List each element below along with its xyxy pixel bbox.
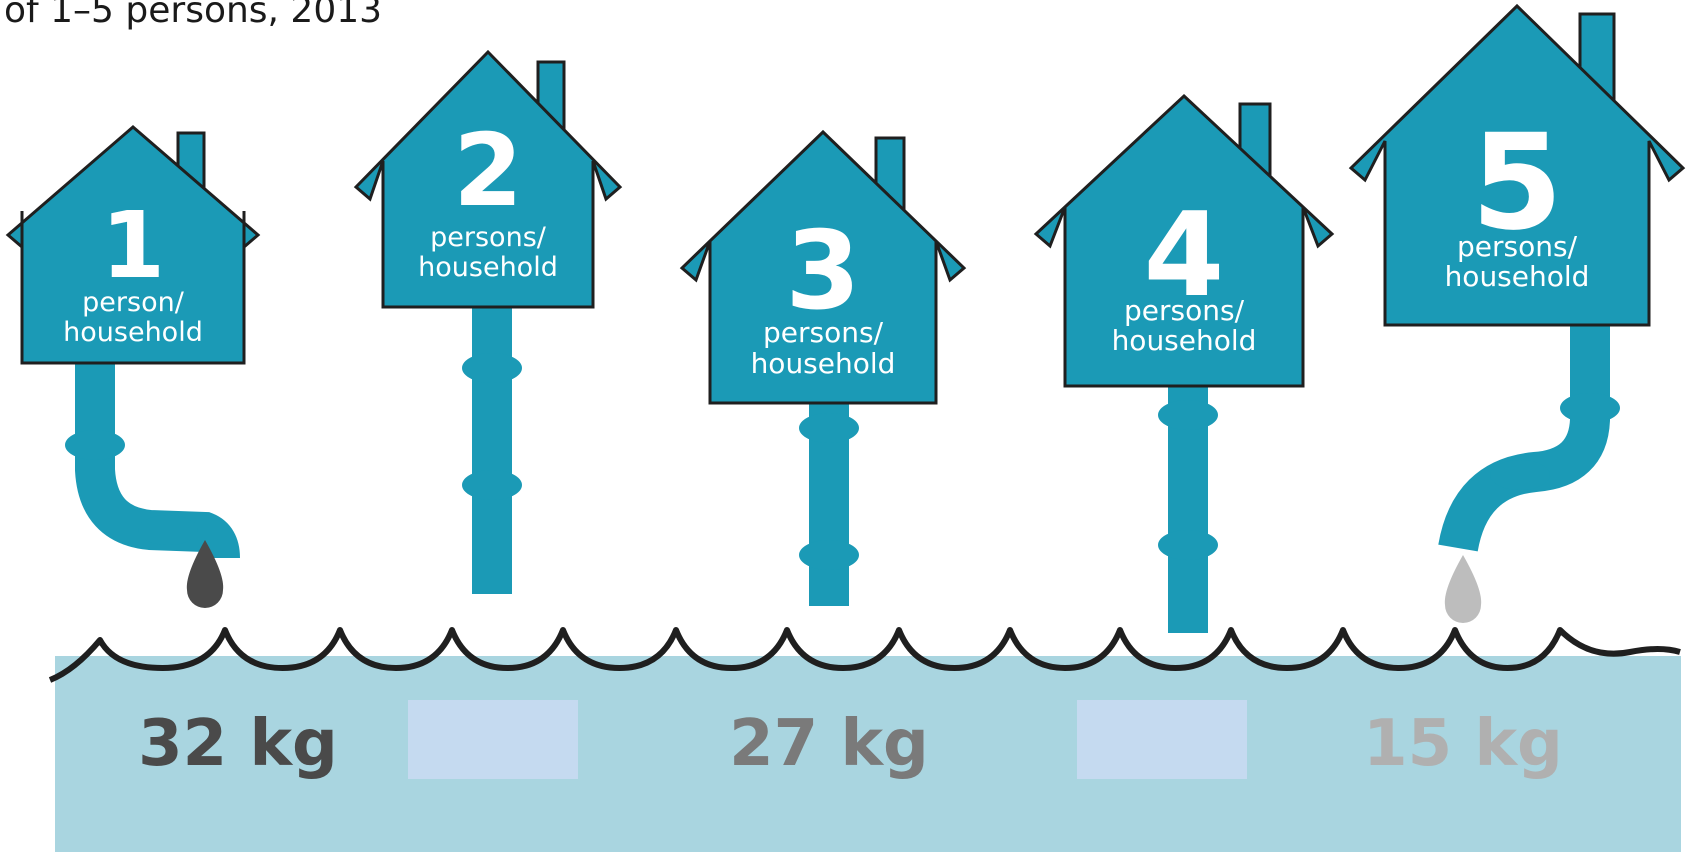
drops-group — [186, 540, 1482, 623]
house-shape-3 — [679, 129, 967, 405]
house-number-1: 1 — [101, 192, 165, 299]
house-label-line2-3: household — [751, 347, 896, 380]
house-label-line1-3: persons/ — [763, 316, 884, 349]
house-label-line1-5: persons/ — [1457, 230, 1578, 263]
value-label-3: 27 kg — [729, 707, 929, 781]
pipe-joint-3-2 — [799, 540, 859, 570]
pipe-joint-3-1 — [799, 413, 859, 443]
value-label-5: 15 kg — [1363, 707, 1563, 781]
pipe-joint-4-2 — [1158, 530, 1218, 560]
house-label-line1-4: persons/ — [1124, 294, 1245, 327]
pipe-joint-4-1 — [1158, 400, 1218, 430]
house-shape-4 — [1033, 93, 1335, 388]
value-placeholder-4 — [1077, 700, 1247, 779]
house-number-2: 2 — [453, 112, 523, 229]
pipe-joint-5-1 — [1560, 393, 1620, 423]
placeholder-boxes-group — [408, 700, 1247, 779]
value-placeholder-2 — [408, 700, 578, 779]
pipe-joint-1-1 — [65, 430, 125, 460]
pipe-2 — [472, 305, 512, 594]
house-shape-1 — [5, 125, 261, 365]
house-number-3: 3 — [785, 209, 860, 334]
pipe-joint-2-2 — [462, 470, 522, 500]
water-area — [55, 656, 1681, 852]
house-number-5: 5 — [1471, 106, 1563, 260]
house-number-4: 4 — [1144, 188, 1225, 323]
water-drop-1 — [186, 540, 224, 608]
chart-title: of 1–5 persons, 2013 — [4, 0, 383, 31]
house-label-line1-2: persons/ — [430, 222, 547, 253]
value-label-1: 32 kg — [138, 707, 338, 781]
house-label-line2-4: household — [1112, 324, 1257, 357]
pipes-group — [65, 305, 1620, 633]
house-shape-5 — [1348, 3, 1686, 327]
wave-line — [48, 627, 1681, 683]
water-drop-2 — [1444, 555, 1482, 623]
values-group: 32 kg 27 kg 15 kg — [138, 707, 1563, 781]
house-label-line2-1: household — [63, 317, 203, 348]
house-label-line2-2: household — [418, 252, 558, 283]
house-shape-2 — [353, 49, 623, 309]
pipe-joint-5-2 — [1490, 460, 1550, 490]
pipe-joint-1-2 — [138, 515, 198, 545]
pipe-joint-2-1 — [462, 353, 522, 383]
pipe-5 — [1438, 320, 1610, 552]
house-label-line2-5: household — [1445, 260, 1590, 293]
house-label-line1-1: person/ — [82, 287, 185, 318]
